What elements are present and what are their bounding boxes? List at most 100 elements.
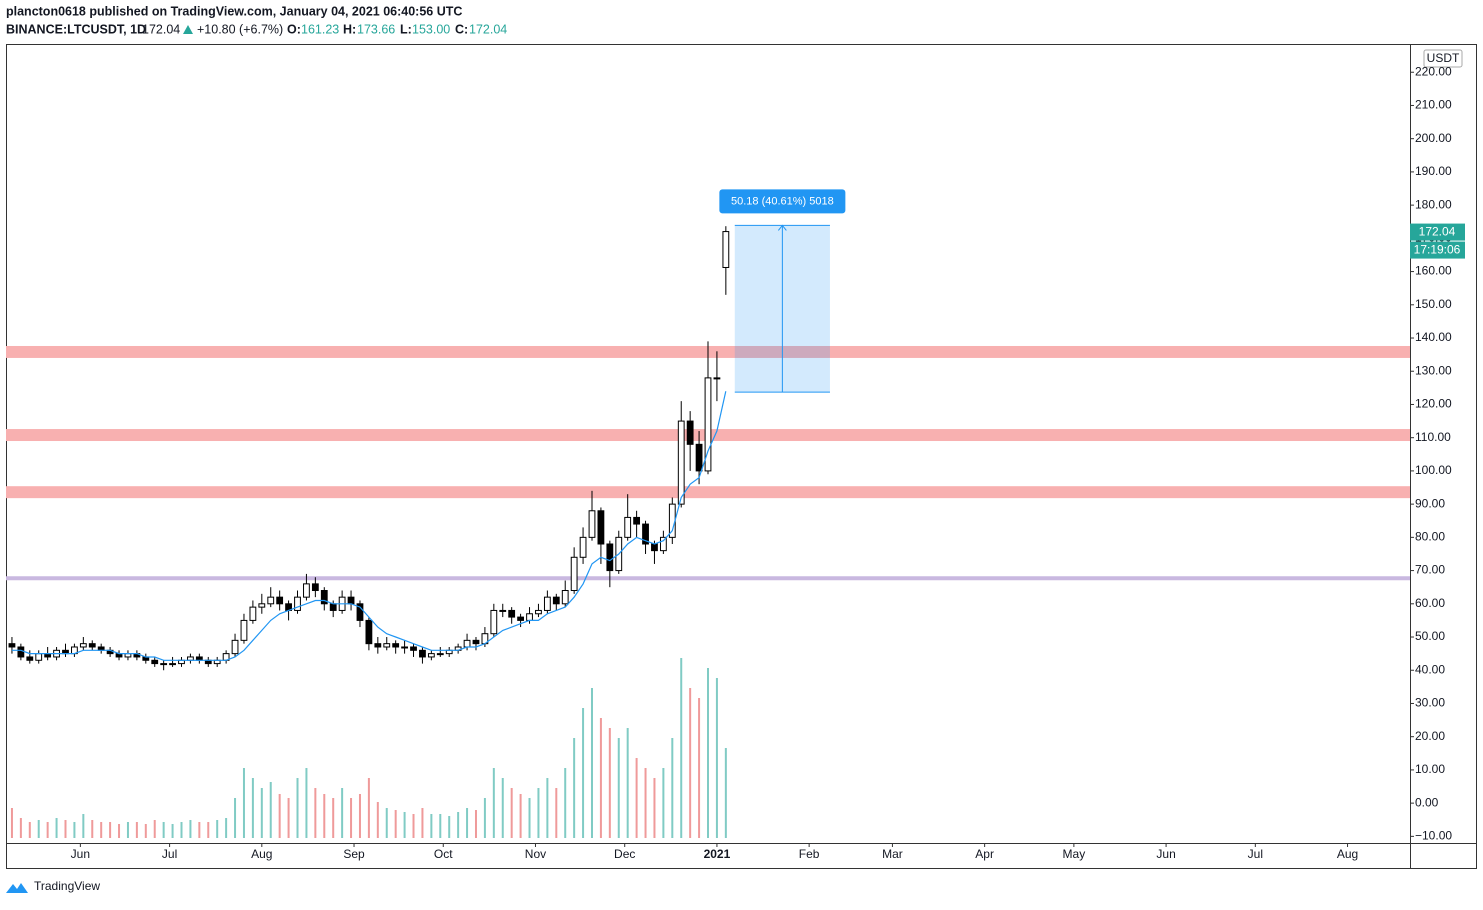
volume-bar (573, 738, 576, 838)
volume-bar (519, 794, 522, 838)
x-tick-label: Nov (525, 847, 546, 861)
candle-body (642, 523, 649, 545)
volume-bar (341, 788, 344, 838)
x-tick-label: Jul (1248, 847, 1263, 861)
symbol: BINANCE:LTCUSDT, 1D (6, 22, 146, 36)
volume-bar (439, 814, 442, 838)
volume-bar (198, 822, 201, 838)
candle-body (329, 603, 337, 611)
candle-body (249, 606, 257, 621)
candle-body (8, 643, 16, 648)
volume-bar (698, 698, 701, 838)
volume-bar (635, 758, 638, 838)
x-tick-label: 2021 (704, 847, 731, 861)
x-tick-label: Mar (882, 847, 903, 861)
volume-bar (617, 738, 620, 838)
volume-bar (19, 818, 22, 838)
volume-bar (483, 798, 486, 838)
candle-body (579, 536, 587, 558)
candle-body (17, 646, 25, 658)
volume-bar (715, 678, 718, 838)
volume-bar (28, 822, 31, 838)
volume-bar (662, 768, 665, 838)
volume-bar (394, 810, 397, 838)
up-triangle (183, 25, 193, 34)
brand: TradingView (34, 879, 100, 893)
volume-bar (109, 822, 112, 838)
volume-bar (626, 728, 629, 838)
y-tick-label: 110.00 (1415, 430, 1451, 444)
volume-bar (305, 768, 308, 838)
sr-zone (6, 486, 1410, 499)
volume-bar (671, 738, 674, 838)
volume-bar (466, 808, 469, 838)
candle-body (472, 639, 480, 645)
volume-bar (216, 820, 219, 838)
volume-bar (582, 708, 585, 838)
volume-bar (287, 798, 290, 838)
volume-bar (82, 814, 85, 838)
x-tick-label: Jun (71, 847, 90, 861)
y-tick-label: 60.00 (1415, 596, 1445, 610)
candle-body (240, 619, 248, 641)
volume-bar (358, 794, 361, 838)
y-tick-label: 140.00 (1415, 330, 1452, 344)
y-tick-label: 120.00 (1415, 397, 1452, 411)
candle-body (276, 596, 284, 605)
candle-body (35, 653, 43, 661)
price-box-label: 172.04 (1419, 225, 1456, 239)
volume-bar (269, 782, 272, 838)
close-value: 172.04 (469, 22, 507, 36)
candle-body (659, 536, 667, 552)
volume-bar (474, 810, 477, 838)
candle-body (517, 616, 525, 621)
candle-body (570, 556, 578, 592)
volume-bar (644, 768, 647, 838)
last-price: 172.04 (142, 22, 180, 36)
x-tick-label: Feb (799, 847, 820, 861)
candle-body (169, 663, 176, 666)
y-tick-label: 30.00 (1415, 696, 1445, 710)
volume-bar (314, 788, 317, 838)
volume-bar (332, 798, 335, 838)
publisher: plancton0618 published on TradingView.co… (6, 4, 462, 18)
volume-bar (73, 822, 76, 838)
currency-box (1423, 49, 1463, 68)
volume-bar (55, 818, 58, 838)
x-tick-label: Jun (1156, 847, 1175, 861)
candle-body (320, 590, 328, 605)
candle-body (606, 543, 614, 572)
volume-bar (707, 668, 709, 838)
candle-body (410, 646, 417, 651)
change: +10.80 (+6.7%) (197, 22, 283, 36)
y-tick-label: 100.00 (1415, 463, 1452, 477)
candle-body (427, 653, 435, 658)
volume-bar (234, 798, 237, 838)
volume-bar (555, 788, 558, 838)
candle-body (535, 609, 542, 615)
candle-body (419, 649, 426, 658)
volume-bar (608, 728, 611, 838)
volume-bar (412, 814, 415, 838)
y-tick-label: 90.00 (1415, 496, 1445, 510)
candle-body (383, 643, 391, 648)
y-tick-label: 80.00 (1415, 530, 1445, 544)
candle-body (356, 603, 364, 621)
volume-bar (501, 778, 504, 838)
volume-bar (546, 778, 549, 838)
candle-body (686, 420, 694, 445)
candle-body (365, 619, 373, 645)
volume-bar (367, 778, 370, 838)
volume-bar (251, 778, 254, 838)
low-value: 153.00 (412, 22, 450, 36)
candle-body (552, 596, 560, 605)
candle-body (79, 643, 87, 648)
plot: 50.18 (40.61%) 5018 (6, 189, 1410, 838)
candle-body (713, 377, 721, 380)
x-tick-label: Jul (162, 847, 177, 861)
volume-bar (448, 816, 451, 838)
y-tick-label: 200.00 (1415, 131, 1452, 145)
y-tick-label: 10.00 (1415, 762, 1445, 776)
volume-bar (492, 768, 495, 838)
